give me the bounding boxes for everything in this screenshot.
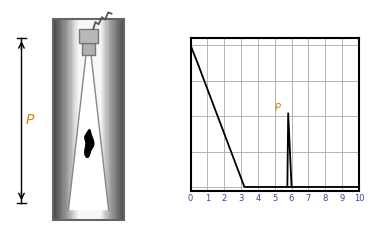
Bar — [66, 19, 67, 220]
Bar — [71, 19, 72, 220]
Bar — [79, 19, 80, 220]
Bar — [94, 19, 96, 220]
Bar — [79, 29, 98, 43]
Bar — [74, 19, 75, 220]
Text: P: P — [274, 103, 280, 113]
Bar — [122, 19, 124, 220]
Bar — [116, 19, 118, 220]
Bar — [58, 19, 60, 220]
Bar — [73, 19, 74, 220]
Bar — [114, 19, 115, 220]
Bar — [99, 19, 101, 220]
Bar — [61, 19, 63, 220]
Bar — [68, 19, 70, 220]
Bar — [96, 19, 97, 220]
Bar — [77, 19, 78, 220]
Bar — [123, 19, 125, 220]
Polygon shape — [68, 55, 109, 210]
Bar — [54, 19, 55, 220]
Bar — [81, 19, 83, 220]
Bar — [118, 19, 120, 220]
Bar — [121, 19, 122, 220]
Bar — [78, 19, 79, 220]
Text: P: P — [26, 113, 34, 126]
Bar — [90, 19, 91, 220]
Bar — [80, 19, 81, 220]
Bar — [55, 19, 56, 220]
Bar — [108, 19, 109, 220]
Bar — [69, 19, 71, 220]
Bar — [98, 19, 100, 220]
Bar — [72, 19, 73, 220]
Bar — [110, 19, 111, 220]
Bar — [104, 19, 105, 220]
Bar — [92, 19, 94, 220]
Bar — [112, 19, 114, 220]
Bar — [105, 19, 107, 220]
Bar — [102, 19, 103, 220]
Bar — [86, 19, 88, 220]
Bar — [88, 19, 90, 220]
Bar — [75, 19, 77, 220]
Bar — [101, 19, 102, 220]
Bar — [83, 19, 84, 220]
Bar — [117, 19, 119, 220]
Bar — [84, 19, 85, 220]
Bar — [87, 19, 89, 220]
Bar — [120, 19, 121, 220]
Bar — [56, 19, 58, 220]
Bar — [115, 19, 116, 220]
Bar — [57, 19, 59, 220]
Bar — [67, 19, 68, 220]
Bar — [64, 19, 66, 220]
Bar — [60, 19, 61, 220]
Bar — [107, 19, 108, 220]
Bar — [91, 19, 92, 220]
Bar — [97, 19, 98, 220]
Bar — [111, 19, 113, 220]
Bar — [53, 19, 54, 220]
Polygon shape — [85, 130, 94, 158]
Bar — [85, 19, 86, 220]
Bar — [109, 19, 110, 220]
Bar — [63, 19, 65, 220]
Bar — [93, 19, 95, 220]
Bar — [82, 43, 95, 55]
Bar — [62, 19, 64, 220]
Bar — [103, 19, 104, 220]
Bar — [53, 19, 124, 220]
